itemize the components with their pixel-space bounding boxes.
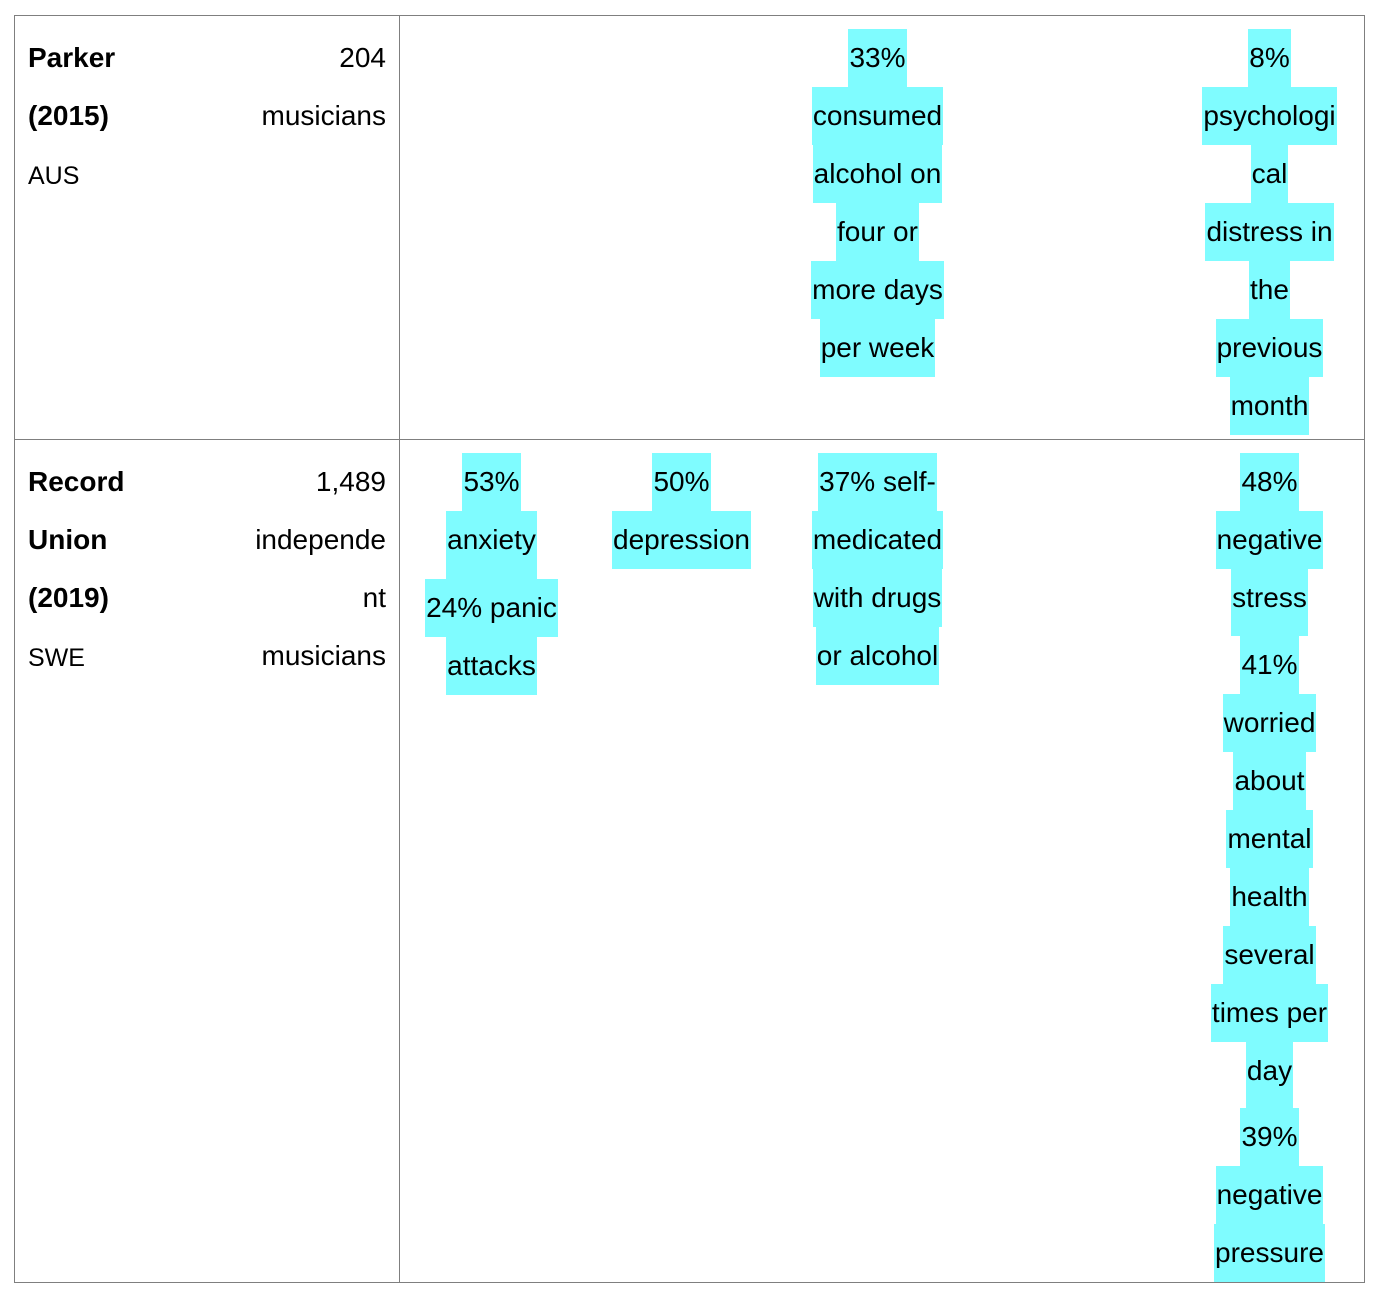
finding-line: with drugs — [812, 569, 943, 627]
finding-line: stress — [1231, 569, 1308, 636]
depression-cell: 50% depression — [583, 440, 780, 1282]
study-cell: Record Union (2019) SWE 1,489 independe … — [15, 440, 400, 1282]
empty-cell — [975, 16, 1175, 439]
finding-line: psychologi — [1202, 87, 1337, 145]
sample-line: 1,489 — [315, 466, 386, 497]
sample-line: musicians — [261, 100, 386, 131]
finding-line: about — [1233, 751, 1306, 810]
substance-use-cell: 37% self- medicated with drugs or alcoho… — [780, 440, 975, 1282]
finding-line: day — [1245, 1041, 1294, 1108]
study-country: AUS — [28, 162, 80, 190]
other-findings-cell: 48% negative stress 41% worried about me… — [1175, 440, 1364, 1282]
finding-line: 53% — [462, 453, 521, 511]
study-name-line: Union — [28, 524, 108, 555]
finding-line: four or — [836, 203, 919, 261]
sample-line: musicians — [261, 640, 386, 671]
finding-line: previous — [1215, 319, 1324, 377]
study-country: SWE — [28, 644, 85, 672]
table-row-record-union-2019: Record Union (2019) SWE 1,489 independe … — [15, 440, 1364, 1282]
finding-line: 39% — [1240, 1108, 1299, 1166]
finding-line: more days — [811, 261, 944, 319]
finding-line: month — [1229, 377, 1310, 435]
study-name-line: Record — [28, 466, 125, 497]
finding-line: medicated — [811, 511, 944, 569]
anxiety-cell — [400, 16, 583, 439]
study-name: Parker (2015) AUS — [28, 29, 178, 203]
finding-line: negative — [1215, 1166, 1324, 1224]
anxiety-cell: 53% anxiety 24% panic attacks — [400, 440, 583, 1282]
table-row-parker-2015: Parker (2015) AUS 204 musicians 33% cons… — [15, 16, 1364, 440]
other-findings-cell: 8% psychologi cal distress in the previo… — [1175, 16, 1364, 439]
finding-line: health — [1230, 867, 1309, 926]
finding-line: the — [1249, 261, 1290, 319]
finding-line: per week — [819, 319, 936, 377]
depression-cell — [583, 16, 780, 439]
sample-line: independe — [255, 524, 386, 555]
study-year: (2015) — [28, 100, 109, 131]
study-name: Record Union (2019) SWE — [28, 453, 178, 685]
finding-line: several — [1223, 925, 1316, 984]
finding-line: 33% — [848, 29, 907, 87]
finding-line: anxiety — [446, 511, 537, 579]
finding-line: worried — [1222, 693, 1317, 752]
study-name-line: Parker — [28, 42, 116, 73]
substance-use-cell: 33% consumed alcohol on four or more day… — [780, 16, 975, 439]
finding-line: distress in — [1205, 203, 1334, 261]
finding-line: 48% — [1240, 453, 1299, 511]
finding-line: cal — [1250, 145, 1289, 203]
finding-line: 8% — [1248, 29, 1291, 87]
sample-line: nt — [362, 582, 386, 613]
finding-line: 50% — [652, 453, 711, 511]
finding-line: alcohol on — [812, 145, 943, 203]
finding-line: times per — [1210, 983, 1329, 1042]
study-results-table: Parker (2015) AUS 204 musicians 33% cons… — [14, 15, 1365, 1283]
sample-size: 204 musicians — [262, 29, 386, 145]
finding-line: mental — [1226, 809, 1313, 868]
empty-cell — [975, 440, 1175, 1282]
finding-line: pressure — [1214, 1224, 1325, 1282]
finding-line: or alcohol — [815, 627, 940, 685]
finding-line: 41% — [1240, 635, 1299, 694]
finding-line: 37% self- — [818, 453, 937, 511]
finding-line: attacks — [446, 637, 537, 695]
study-cell: Parker (2015) AUS 204 musicians — [15, 16, 400, 439]
sample-line: 204 — [339, 42, 386, 73]
finding-line: depression — [612, 511, 751, 569]
finding-line: 24% panic — [425, 579, 558, 637]
sample-size: 1,489 independe nt musicians — [255, 453, 386, 685]
finding-line: negative — [1215, 511, 1324, 569]
study-year: (2019) — [28, 582, 109, 613]
finding-line: consumed — [811, 87, 944, 145]
